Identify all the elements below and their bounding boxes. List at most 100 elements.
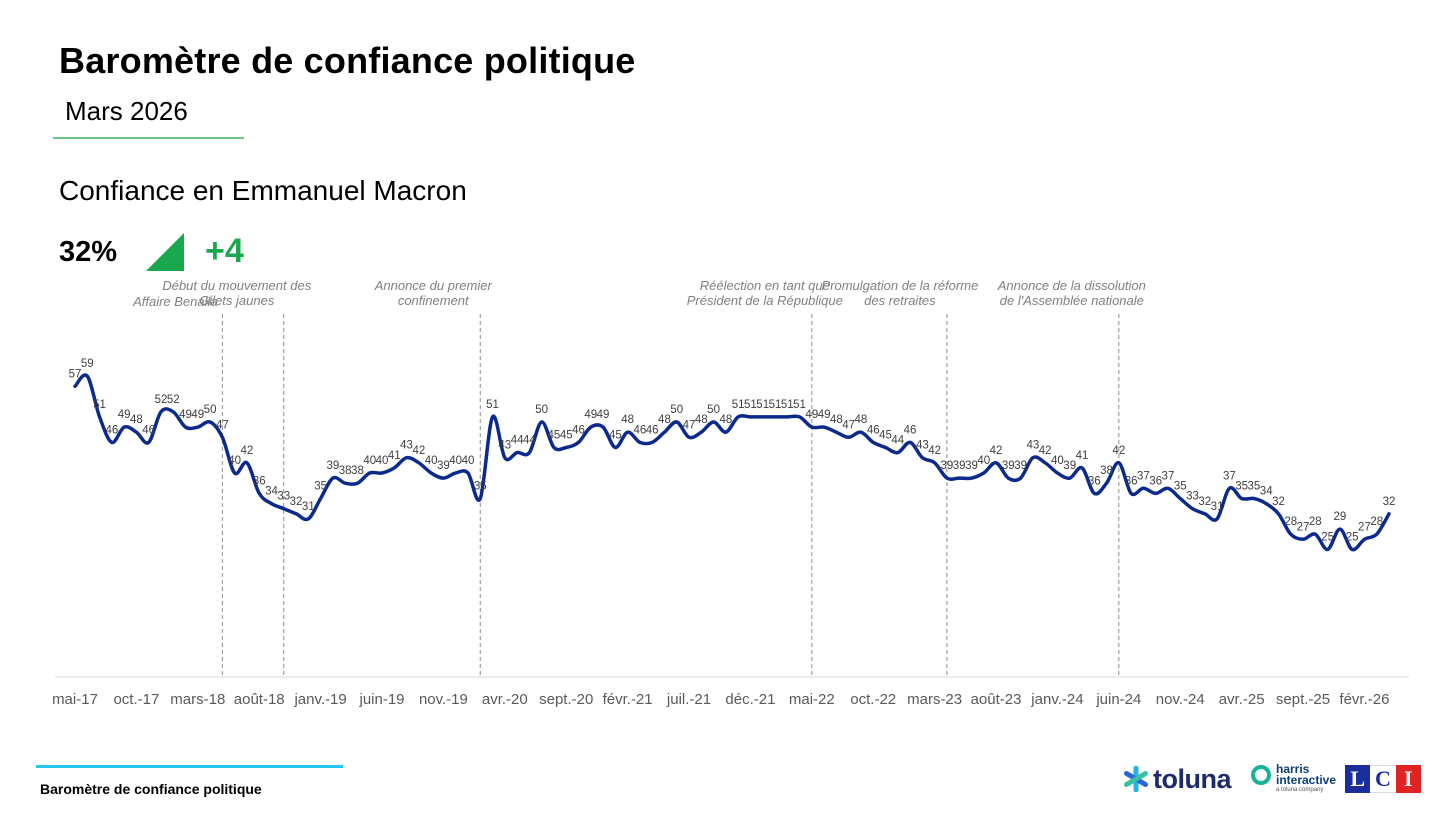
- data-label: 49: [597, 409, 610, 421]
- data-label: 48: [130, 414, 143, 426]
- data-label: 39: [1002, 460, 1015, 472]
- data-label: 37: [1223, 470, 1236, 482]
- data-label: 47: [683, 419, 696, 431]
- asterisk-icon: [1123, 766, 1149, 792]
- harris-interactive-logo: harris interactive a toluna company: [1250, 764, 1350, 794]
- data-label: 51: [756, 399, 769, 411]
- toluna-logo: toluna: [1123, 762, 1231, 796]
- data-label: 38: [351, 465, 364, 477]
- data-label: 28: [1370, 516, 1383, 528]
- event-annotation-label: des retraites: [864, 293, 936, 308]
- data-label: 35: [474, 481, 487, 493]
- data-label: 40: [363, 455, 376, 467]
- data-label: 28: [1284, 516, 1297, 528]
- data-label: 39: [965, 460, 978, 472]
- x-tick-label: août-23: [971, 691, 1022, 708]
- data-label: 49: [191, 409, 204, 421]
- data-label: 29: [1333, 511, 1346, 523]
- data-label: 59: [81, 358, 94, 370]
- data-label: 51: [793, 399, 806, 411]
- data-label: 45: [560, 430, 573, 442]
- x-tick-label: mai-22: [789, 691, 835, 708]
- data-label: 40: [425, 455, 438, 467]
- data-label: 45: [609, 430, 622, 442]
- event-annotation-label: Président de la République: [687, 293, 843, 308]
- data-label: 51: [732, 399, 745, 411]
- data-label: 41: [388, 450, 401, 462]
- data-label: 43: [400, 440, 413, 452]
- x-tick-label: avr.-25: [1219, 691, 1265, 708]
- data-label: 43: [916, 440, 929, 452]
- event-annotation-label: de l'Assemblée nationale: [1000, 293, 1144, 308]
- data-label: 51: [769, 399, 782, 411]
- data-label: 36: [1149, 475, 1162, 487]
- footer-divider: [36, 765, 343, 768]
- x-tick-label: mars-23: [907, 691, 962, 708]
- x-tick-label: oct.-17: [113, 691, 159, 708]
- data-label: 43: [1026, 440, 1039, 452]
- data-label: 52: [155, 394, 168, 406]
- data-label: 44: [523, 435, 536, 447]
- data-label: 48: [830, 414, 843, 426]
- x-tick-label: janv.-19: [293, 691, 346, 708]
- event-annotation-label: Début du mouvement des: [162, 278, 311, 293]
- data-label: 48: [621, 414, 634, 426]
- data-label: 31: [1211, 501, 1224, 513]
- data-label: 39: [326, 460, 339, 472]
- data-label: 32: [1383, 496, 1396, 508]
- data-label: 57: [69, 368, 82, 380]
- data-label: 46: [633, 424, 646, 436]
- event-annotation-label: confinement: [398, 293, 470, 308]
- data-label: 32: [1198, 496, 1211, 508]
- data-label: 47: [842, 419, 855, 431]
- data-label: 49: [179, 409, 192, 421]
- data-label: 46: [867, 424, 880, 436]
- x-tick-label: nov.-24: [1156, 691, 1205, 708]
- x-tick-label: sept.-20: [539, 691, 593, 708]
- data-label: 42: [412, 445, 425, 457]
- data-label: 50: [707, 404, 720, 416]
- data-label: 49: [818, 409, 831, 421]
- data-label: 49: [118, 409, 131, 421]
- data-label: 28: [1309, 516, 1322, 528]
- data-label: 25: [1346, 532, 1359, 544]
- data-label: 42: [1112, 445, 1125, 457]
- data-label: 38: [339, 465, 352, 477]
- data-label: 46: [904, 424, 917, 436]
- toluna-wordmark: toluna: [1153, 764, 1231, 795]
- data-label: 47: [216, 419, 229, 431]
- x-tick-label: janv.-24: [1030, 691, 1083, 708]
- data-label: 31: [302, 501, 315, 513]
- x-tick-label: févr.-21: [603, 691, 653, 708]
- data-label: 46: [105, 424, 118, 436]
- data-label: 36: [1088, 475, 1101, 487]
- x-tick-label: août-18: [234, 691, 285, 708]
- data-label: 38: [1100, 465, 1113, 477]
- data-label: 49: [584, 409, 597, 421]
- lci-letter: I: [1396, 765, 1421, 793]
- data-label: 32: [290, 496, 303, 508]
- x-tick-label: déc.-21: [725, 691, 775, 708]
- data-label: 50: [670, 404, 683, 416]
- data-label: 27: [1297, 521, 1310, 533]
- lci-logo: L C I: [1345, 765, 1421, 793]
- data-label: 49: [805, 409, 818, 421]
- data-label: 37: [1137, 470, 1150, 482]
- data-label: 33: [1186, 491, 1199, 503]
- data-label: 52: [167, 394, 180, 406]
- data-label: 39: [953, 460, 966, 472]
- event-annotation-label: Réélection en tant que: [700, 278, 830, 293]
- data-label: 51: [781, 399, 794, 411]
- x-tick-label: févr.-26: [1339, 691, 1389, 708]
- data-label: 39: [437, 460, 450, 472]
- x-tick-label: juin-19: [358, 691, 404, 708]
- x-tick-label: juin-24: [1095, 691, 1141, 708]
- data-label: 45: [548, 430, 561, 442]
- data-label: 35: [314, 481, 327, 493]
- x-tick-label: nov.-19: [419, 691, 468, 708]
- data-label: 40: [462, 455, 475, 467]
- x-tick-label: oct.-22: [850, 691, 896, 708]
- data-label: 50: [535, 404, 548, 416]
- data-label: 39: [1014, 460, 1027, 472]
- data-label: 36: [253, 475, 266, 487]
